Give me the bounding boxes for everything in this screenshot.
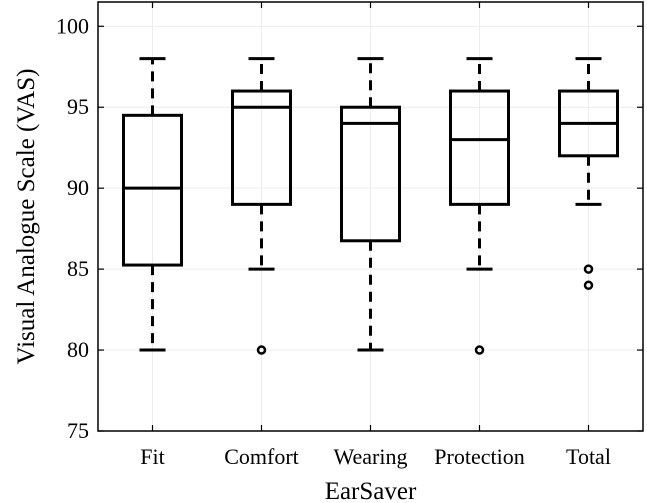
box-total bbox=[558, 57, 619, 291]
outlier-point bbox=[583, 280, 594, 291]
box-protection bbox=[449, 57, 510, 355]
outlier-point bbox=[583, 264, 594, 274]
y-tick-label: 90 bbox=[67, 175, 89, 200]
x-tick-label: Wearing bbox=[334, 444, 408, 469]
x-tick-label: Total bbox=[566, 444, 611, 469]
y-tick-label: 85 bbox=[67, 256, 89, 281]
box-fit bbox=[122, 57, 183, 352]
box-iqr bbox=[449, 89, 510, 206]
boxes bbox=[122, 57, 619, 355]
x-tick-label: Fit bbox=[140, 444, 164, 469]
y-tick-label: 100 bbox=[56, 13, 89, 38]
y-tick-label: 80 bbox=[67, 337, 89, 362]
outlier-point bbox=[256, 345, 267, 355]
box-iqr bbox=[340, 105, 401, 243]
x-axis-title: EarSaver bbox=[325, 478, 417, 503]
axis-ticks: 75 80 85 90 95 100 Fit Comfort Wearing Protection… bbox=[56, 2, 643, 469]
box-iqr bbox=[231, 89, 292, 206]
x-tick-label: Protection bbox=[434, 444, 524, 469]
box-comfort bbox=[231, 57, 292, 355]
y-tick-label: 75 bbox=[67, 418, 89, 443]
y-axis-title: Visual Analogue Scale (VAS) bbox=[13, 69, 40, 365]
box-iqr bbox=[122, 113, 183, 267]
box-wearing bbox=[340, 57, 401, 352]
x-tick-label: Comfort bbox=[224, 444, 299, 469]
outlier-point bbox=[474, 345, 485, 355]
y-tick-label: 95 bbox=[67, 94, 89, 119]
